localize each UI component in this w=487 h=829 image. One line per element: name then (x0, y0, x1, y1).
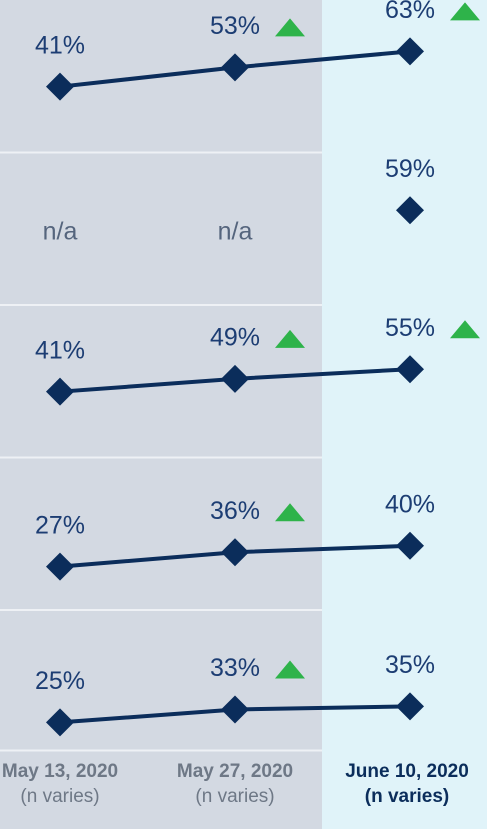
increase-marker (275, 329, 305, 348)
marker (46, 708, 74, 737)
value-label: 49% (210, 323, 260, 351)
value-label: 27% (35, 511, 85, 539)
marker (396, 37, 424, 66)
x-tick-note: (n varies) (195, 786, 274, 807)
increase-marker (450, 320, 480, 339)
value-label: 41% (35, 31, 85, 59)
marker (396, 531, 424, 560)
marker (46, 552, 74, 581)
past-panel (0, 0, 322, 829)
value-label: 25% (35, 667, 85, 695)
x-tick-label: May 13, 2020 (2, 761, 118, 782)
increase-marker (450, 2, 480, 21)
marker (221, 364, 249, 393)
marker (221, 538, 249, 567)
value-label: 40% (385, 490, 435, 518)
value-label: n/a (43, 217, 78, 245)
marker (396, 196, 424, 225)
value-label: 53% (210, 12, 260, 40)
increase-marker (275, 660, 305, 679)
increase-marker (275, 18, 305, 37)
value-label: 55% (385, 314, 435, 342)
current-panel (322, 0, 487, 829)
value-label: 33% (210, 654, 260, 682)
value-label: 35% (385, 651, 435, 679)
value-label: 36% (210, 497, 260, 525)
x-tick-label: June 10, 2020 (345, 761, 469, 782)
increase-marker (275, 503, 305, 522)
marker (221, 53, 249, 82)
marker (46, 377, 74, 406)
value-label: 63% (385, 0, 435, 24)
marker (396, 355, 424, 384)
x-tick-note: (n varies) (20, 786, 99, 807)
value-label: 59% (385, 155, 435, 183)
x-tick-note: (n varies) (365, 786, 449, 807)
value-label: n/a (218, 217, 253, 245)
marker (396, 692, 424, 721)
marker (46, 72, 74, 101)
marker (221, 695, 249, 724)
x-tick-label: May 27, 2020 (177, 761, 293, 782)
value-label: 41% (35, 336, 85, 364)
